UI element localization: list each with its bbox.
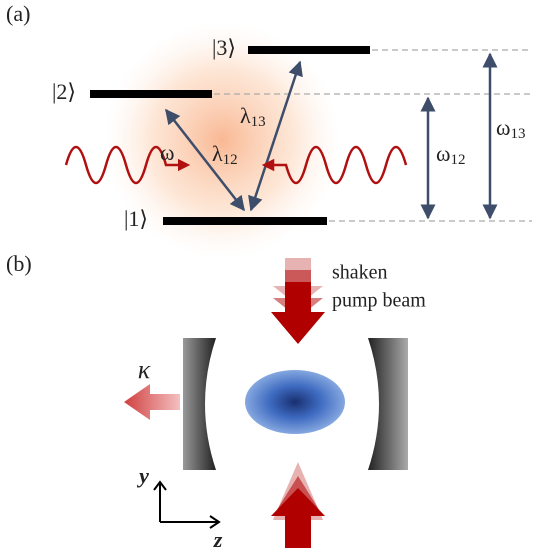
panel-tag: (a) — [6, 1, 30, 26]
axis-label: z — [213, 527, 223, 552]
mirror — [183, 338, 216, 470]
loss-arrow — [124, 384, 180, 420]
pump-beams — [271, 258, 325, 548]
omega-label: ω12 — [436, 141, 465, 168]
omega-label: ω13 — [496, 115, 525, 142]
lambda-label: λ13 — [240, 103, 266, 130]
omega-label: ω — [160, 140, 174, 165]
transition-arrows — [165, 52, 498, 220]
mirror — [368, 338, 408, 470]
pump-label: shaken — [332, 262, 388, 284]
pump-label: pump beam — [332, 290, 426, 312]
level-label: |2⟩ — [52, 79, 76, 104]
kappa-label: κ — [138, 355, 151, 384]
level-label: |3⟩ — [212, 35, 236, 60]
axis-label: y — [136, 463, 149, 488]
panel-tag: (b) — [6, 251, 32, 276]
lambda-label: λ12 — [212, 141, 238, 168]
level-label: |1⟩ — [124, 206, 148, 231]
drive-waves — [64, 145, 408, 185]
atom-cloud — [245, 370, 345, 434]
levels — [90, 46, 370, 225]
axes — [153, 480, 221, 529]
